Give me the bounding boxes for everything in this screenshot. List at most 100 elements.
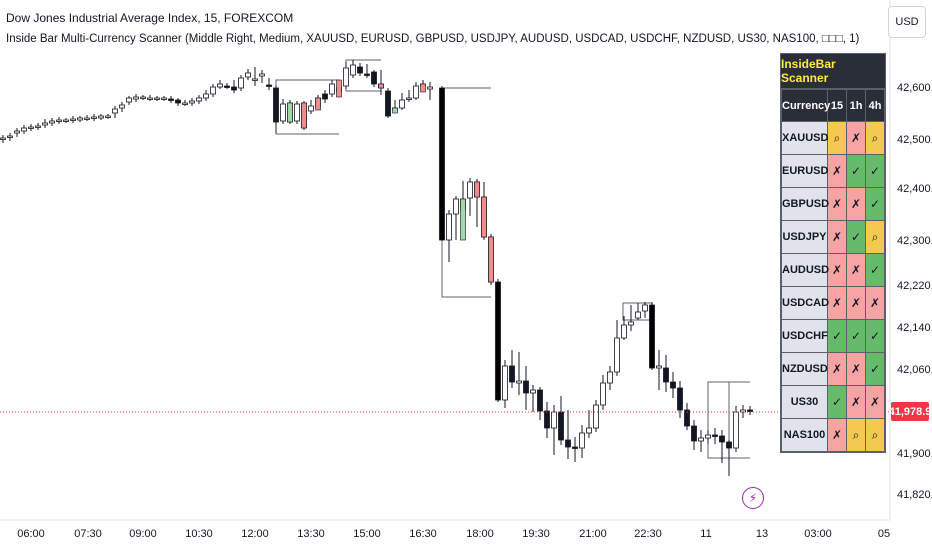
candle <box>516 352 522 395</box>
candle-body <box>586 427 592 434</box>
scanner-status-cell: ✓ <box>846 319 866 353</box>
scanner-status-cell: ✓ <box>846 154 866 188</box>
time-axis-label: 16:30 <box>409 528 437 540</box>
candle <box>70 116 76 123</box>
candle <box>698 430 704 452</box>
candle-body <box>502 365 508 401</box>
time-axis-label: 18:00 <box>466 528 494 540</box>
candle <box>628 305 634 331</box>
candle-body <box>446 213 452 241</box>
candle-body <box>308 105 314 112</box>
candle-body <box>238 77 244 89</box>
candle <box>593 400 599 432</box>
scanner-status-cell: ✗ <box>865 286 885 320</box>
candle <box>133 94 139 102</box>
candle-body <box>579 432 585 449</box>
candle-body <box>35 125 41 128</box>
candle-body <box>467 181 473 199</box>
candle <box>684 403 690 430</box>
price-axis-label: 42,400.0 <box>897 183 932 195</box>
candle <box>210 84 216 97</box>
candle-body <box>168 98 174 101</box>
candle <box>294 101 300 124</box>
candle-body <box>126 97 132 103</box>
scanner-status-cell: ✗ <box>846 352 866 386</box>
candle <box>357 63 363 76</box>
time-axis-label: 05 <box>878 528 890 540</box>
candle-body <box>656 365 662 369</box>
scanner-table: Currency 15 1h 4h XAUUSD ⌕ ✗ ⌕ EURUSD ✗ ✓ ✓ GBPU… <box>781 89 885 452</box>
price-axis-label: 42,060.0 <box>897 364 932 376</box>
candle <box>509 350 515 388</box>
candle <box>740 405 746 418</box>
indicator-title[interactable]: Inside Bar Multi-Currency Scanner (Middl… <box>6 33 860 45</box>
scanner-status-cell: ⌕ <box>865 220 885 254</box>
candle <box>252 67 258 86</box>
scanner-status-cell: ✗ <box>846 385 866 419</box>
candle-body <box>642 304 648 312</box>
candle-body <box>154 97 160 100</box>
candle-body <box>350 64 356 76</box>
candle-body <box>670 381 676 389</box>
candle-body <box>63 119 69 122</box>
scanner-status-cell: ✓ <box>827 319 847 353</box>
candle-body <box>329 83 335 95</box>
scanner-status-cell: ⌕ <box>865 121 885 155</box>
candle-body <box>663 367 669 383</box>
candle <box>14 128 20 137</box>
scanner-symbol: NAS100 <box>781 418 828 452</box>
inside-bar-highlight <box>336 79 342 98</box>
scanner-row: NAS100 ✗ ⌕ ⌕ <box>781 418 885 452</box>
price-axis-label: 42,220.0 <box>897 280 932 292</box>
candle <box>161 96 167 101</box>
scanner-row: AUDUSD ✗ ✗ ✓ <box>781 253 885 287</box>
candle <box>49 118 55 126</box>
candle-body <box>495 281 501 401</box>
candle <box>439 86 445 241</box>
candle <box>691 420 697 450</box>
currency-button[interactable]: USD <box>888 6 926 38</box>
candle-body <box>112 108 118 114</box>
candle-body <box>147 97 153 100</box>
candle-body <box>558 411 564 441</box>
lightning-icon[interactable]: ⚡ <box>742 487 764 509</box>
candle <box>224 83 230 89</box>
scanner-status-cell: ✓ <box>865 154 885 188</box>
scanner-header-row: Currency 15 1h 4h <box>781 89 885 122</box>
candle <box>607 366 613 390</box>
candle-body <box>224 85 230 88</box>
last-price-badge: 41,978.9 <box>889 402 931 421</box>
candle <box>621 316 627 340</box>
candle-body <box>21 127 27 132</box>
scanner-symbol: USDJPY <box>781 220 828 254</box>
scanner-status-cell: ✗ <box>846 253 866 287</box>
candle-body <box>600 382 606 406</box>
time-axis-label: 11 <box>700 528 711 540</box>
candle <box>399 93 405 110</box>
price-axis-label: 42,140.0 <box>897 322 932 334</box>
scanner-status-cell: ✗ <box>846 121 866 155</box>
candle <box>350 60 356 78</box>
candle <box>273 86 279 133</box>
scanner-row: US30 ✓ ✗ ✗ <box>781 385 885 419</box>
candle-body <box>266 84 272 87</box>
time-axis-label: 03:00 <box>804 528 832 540</box>
scanner-symbol: NZDUSD <box>781 352 828 386</box>
scanner-status-cell: ✗ <box>827 418 847 452</box>
candle <box>266 78 272 90</box>
candle <box>7 133 13 141</box>
candle <box>35 123 41 130</box>
candle-body <box>252 78 258 81</box>
scanner-title: InsideBar Scanner <box>781 54 885 89</box>
candle-body <box>70 118 76 121</box>
candle-body <box>740 409 746 413</box>
scanner-symbol: XAUUSD <box>781 121 828 155</box>
candle <box>705 430 711 444</box>
candle-body <box>509 365 515 383</box>
candle <box>656 350 662 390</box>
header-1h: 1h <box>846 89 866 122</box>
candle-body <box>537 389 543 412</box>
candle <box>406 90 412 102</box>
candle-body <box>628 321 634 326</box>
